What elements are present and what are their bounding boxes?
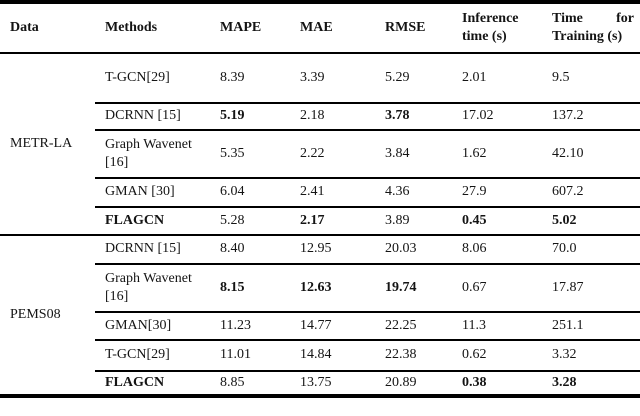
training-time-cell: 17.87 xyxy=(547,264,640,313)
training-time-cell: 9.5 xyxy=(547,53,640,104)
header-mape: MAPE xyxy=(215,2,295,54)
mape-cell: 8.39 xyxy=(215,53,295,104)
inference-time-cell: 11.3 xyxy=(457,312,547,341)
rmse-cell: 4.36 xyxy=(380,178,457,208)
inference-time-cell: 0.67 xyxy=(457,264,547,313)
method-cell: T-GCN[29] xyxy=(95,53,215,104)
training-time-cell: 42.10 xyxy=(547,130,640,179)
dataset-label-metr-la: METR-LA xyxy=(0,53,95,236)
header-row: Data Methods MAPE MAE RMSE Inference tim… xyxy=(0,2,640,54)
mae-cell: 2.41 xyxy=(295,178,380,208)
mape-cell: 11.23 xyxy=(215,312,295,341)
training-time-cell: 5.02 xyxy=(547,207,640,236)
rmse-cell: 20.03 xyxy=(380,235,457,265)
header-inference-time: Inference time (s) xyxy=(457,2,547,54)
training-time-cell: 3.28 xyxy=(552,375,577,390)
method-cell: GMAN[30] xyxy=(95,312,215,341)
results-table: Data Methods MAPE MAE RMSE Inference tim… xyxy=(0,0,640,399)
table-row: T-GCN[29] 11.01 14.84 22.38 0.62 3.32 xyxy=(0,340,640,372)
mape-cell: 11.01 xyxy=(215,340,295,372)
method-cell: T-GCN[29] xyxy=(95,340,215,372)
mape-cell: 8.40 xyxy=(215,235,295,265)
method-cell: DCRNN [15] xyxy=(95,103,215,131)
mae-cell: 2.22 xyxy=(295,130,380,179)
mae-cell: 12.95 xyxy=(295,235,380,265)
mae-cell: 3.39 xyxy=(295,53,380,104)
inference-time-cell: 27.9 xyxy=(457,178,547,208)
rmse-cell: 3.78 xyxy=(380,103,457,131)
rmse-cell: 3.89 xyxy=(380,207,457,236)
method-cell: GMAN [30] xyxy=(95,178,215,208)
inference-time-cell: 8.06 xyxy=(457,235,547,265)
rmse-cell: 5.29 xyxy=(380,53,457,104)
mape-cell: 8.85 xyxy=(220,375,245,390)
dataset-label-pems08: PEMS08 xyxy=(10,307,61,322)
table-row: DCRNN [15] 5.19 2.18 3.78 17.02 137.2 xyxy=(0,103,640,131)
mae-cell: 2.17 xyxy=(295,207,380,236)
training-time-cell: 3.32 xyxy=(547,340,640,372)
rmse-cell: 20.89 xyxy=(385,375,417,390)
mae-cell: 13.75 xyxy=(300,375,332,390)
training-time-cell: 137.2 xyxy=(547,103,640,131)
mae-cell: 14.77 xyxy=(295,312,380,341)
table-row: FLAGCN 8.85 13.75 20.89 0.38 3.28 xyxy=(0,371,640,396)
mae-cell: 12.63 xyxy=(295,264,380,313)
header-data: Data xyxy=(0,2,95,54)
rmse-cell: 22.25 xyxy=(380,312,457,341)
table-row: GMAN [30] 6.04 2.41 4.36 27.9 607.2 xyxy=(0,178,640,208)
inference-time-cell: 2.01 xyxy=(457,53,547,104)
mape-cell: 5.19 xyxy=(215,103,295,131)
table-row: METR-LA T-GCN[29] 8.39 3.39 5.29 2.01 9.… xyxy=(0,53,640,236)
table-row: FLAGCN 5.28 2.17 3.89 0.45 5.02 xyxy=(0,207,640,236)
inference-time-cell: 0.45 xyxy=(457,207,547,236)
inference-time-cell: 0.62 xyxy=(457,340,547,372)
table-row: GMAN[30] 11.23 14.77 22.25 11.3 251.1 xyxy=(0,312,640,341)
mae-cell: 14.84 xyxy=(295,340,380,372)
mape-cell: 8.15 xyxy=(215,264,295,313)
training-time-cell: 251.1 xyxy=(547,312,640,341)
inference-time-cell: 1.62 xyxy=(457,130,547,179)
mape-cell: 5.28 xyxy=(215,207,295,236)
training-time-cell: 607.2 xyxy=(547,178,640,208)
method-cell: FLAGCN xyxy=(95,207,215,236)
training-time-cell: 70.0 xyxy=(547,235,640,265)
mape-cell: 6.04 xyxy=(215,178,295,208)
rmse-cell: 22.38 xyxy=(380,340,457,372)
header-mae: MAE xyxy=(295,2,380,54)
inference-time-cell: 17.02 xyxy=(457,103,547,131)
header-training-time: Time for Training (s) xyxy=(547,2,640,54)
header-methods: Methods xyxy=(95,2,215,54)
table-row: Graph Wavenet [16] 8.15 12.63 19.74 0.67… xyxy=(0,264,640,313)
table-row: PEMS08 DCRNN [15] 8.40 12.95 20.03 8.06 … xyxy=(0,235,640,322)
table-row: Graph Wavenet [16] 5.35 2.22 3.84 1.62 4… xyxy=(0,130,640,179)
rmse-cell: 3.84 xyxy=(380,130,457,179)
method-cell: DCRNN [15] xyxy=(95,235,215,265)
inference-time-cell: 0.38 xyxy=(462,375,487,390)
mae-cell: 2.18 xyxy=(295,103,380,131)
method-cell: Graph Wavenet [16] xyxy=(95,264,215,313)
mape-cell: 5.35 xyxy=(215,130,295,179)
header-rmse: RMSE xyxy=(380,2,457,54)
method-cell: FLAGCN xyxy=(105,375,165,390)
method-cell: Graph Wavenet [16] xyxy=(95,130,215,179)
rmse-cell: 19.74 xyxy=(380,264,457,313)
